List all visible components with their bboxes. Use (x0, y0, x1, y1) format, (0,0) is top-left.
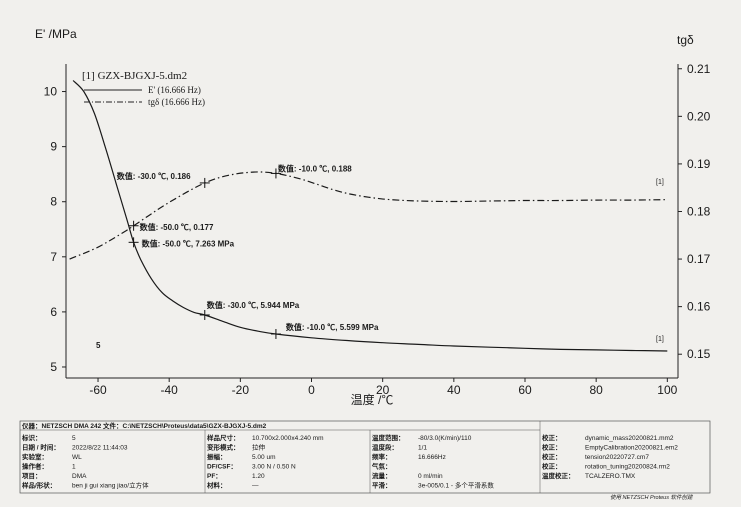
x-tick-label: 40 (447, 383, 461, 397)
info-key: DF/CSF： (207, 464, 237, 471)
y-left-tick-label: 5 (50, 360, 57, 374)
x-tick-label: 100 (657, 383, 677, 397)
y-right-tick-label: 0.17 (687, 252, 711, 266)
info-table: 仪器：NETZSCH DMA 242 文件：C:\NETZSCH\Proteus… (19, 420, 711, 501)
info-value: DMA (72, 473, 87, 480)
info-value: 5 (72, 435, 76, 442)
info-value: 2022/8/22 11:44:03 (72, 445, 128, 452)
annotation-label: 数值: -30.0 ℃, 0.186 (117, 171, 191, 181)
info-table-frame (19, 420, 711, 494)
y-right-tick-label: 0.19 (687, 157, 711, 171)
left-axis-label: E' /MPa (35, 27, 77, 41)
x-tick-label: 80 (589, 383, 603, 397)
info-value: 1/1 (418, 445, 427, 452)
annotation-label: 数值: -50.0 ℃, 7.263 MPa (142, 238, 235, 248)
y-right-tick-label: 0.16 (687, 300, 711, 314)
info-instrument-row: 仪器：NETZSCH DMA 242 文件：C:\NETZSCH\Proteus… (21, 421, 267, 430)
info-key: 校正： (542, 452, 562, 461)
info-key: 材料： (206, 481, 227, 490)
info-key: 项目： (22, 471, 42, 480)
info-key: 校正： (542, 462, 562, 471)
x-tick-label: 60 (518, 383, 532, 397)
y-left-tick-label: 6 (50, 305, 57, 319)
y-right-tick-label: 0.18 (687, 204, 711, 218)
info-value: 5.00 um (252, 454, 276, 461)
info-key: 气氛： (371, 462, 392, 471)
x-tick-label: 20 (376, 383, 390, 397)
info-key: 样品尺寸： (207, 433, 240, 442)
info-value: EmptyCalibration20200821.em2 (585, 445, 678, 452)
series-e-modulus-line (72, 80, 668, 352)
end-marker-e: [1] (656, 336, 664, 343)
info-key: 校正： (542, 443, 562, 452)
info-key: 样品/形状： (22, 481, 56, 490)
info-value: 3.00 N / 0.50 N (252, 464, 296, 471)
annotation-label: 数值: -10.0 ℃, 5.599 MPa (286, 322, 379, 332)
y-right-tick-label: 0.15 (687, 347, 711, 361)
y-left-tick-label: 8 (50, 195, 57, 209)
info-key: 变形模式： (207, 443, 240, 452)
info-key: 操作者： (22, 462, 48, 471)
x-axis-label: 温度 /℃ (351, 392, 394, 407)
info-key: 温度范围： (372, 433, 405, 442)
info-value: — (252, 483, 259, 490)
info-value: 3e-005/0.1 - 多个平滑系数 (418, 481, 494, 490)
segment-label: 5 (96, 341, 101, 350)
info-value: 16.666Hz (418, 454, 446, 461)
info-value: TCALZERO.TMX (585, 473, 636, 480)
info-value: dynamic_mass20200821.mm2 (585, 435, 674, 442)
y-right-tick-label: 0.21 (687, 62, 711, 76)
end-marker-tgd: [1] (656, 179, 664, 186)
info-value: WL (72, 454, 82, 461)
info-value: -80/3.0(K/min)/110 (418, 435, 472, 442)
info-value: 1 (72, 464, 76, 471)
info-key: 流量： (372, 471, 392, 480)
axis-ticks: -60 -40 -20 0 20 40 60 80 100 5 6 7 8 9 10 0.15 0.16 0.17… (44, 62, 711, 397)
info-value: 拉伸 (252, 443, 266, 452)
info-key: 频率： (372, 452, 392, 461)
info-footer: 使用 NETZSCH Proteus 软件创建 (610, 494, 694, 501)
info-value: 10.700x2.000x4.240 mm (252, 435, 324, 442)
info-key: 实验室： (22, 452, 48, 461)
info-key: 平滑： (372, 481, 392, 490)
info-columns: 标识： 5 日期 / 时间： 2022/8/22 11:44:03 实验室： WL 操作者：… (21, 433, 678, 490)
info-key: 日期 / 时间： (22, 443, 60, 452)
y-right-tick-label: 0.20 (687, 109, 711, 123)
info-key: 温度段： (372, 443, 398, 452)
info-value: 1.20 (252, 473, 265, 480)
info-key: 振幅： (207, 452, 227, 461)
y-left-tick-label: 7 (50, 250, 57, 264)
info-value: ben ji gui xiang jiao/立方体 (72, 481, 149, 490)
x-tick-label: -20 (232, 383, 250, 397)
annotation-label: 数值: -50.0 ℃, 0.177 (140, 222, 214, 232)
info-key: PF： (207, 473, 222, 480)
info-value: tension20220727.cm7 (585, 454, 649, 461)
annotation-label: 数值: -30.0 ℃, 5.944 MPa (207, 300, 300, 310)
y-left-tick-label: 9 (50, 140, 57, 154)
x-tick-label: 0 (308, 383, 315, 397)
annotation-label: 数值: -10.0 ℃, 0.188 (278, 163, 352, 173)
legend-title: [1] GZX-BJGXJ-5.dm2 (82, 70, 187, 82)
y-left-tick-label: 10 (44, 85, 58, 99)
info-value: 0 ml/min (418, 473, 443, 480)
info-value: rotation_tuning20200824.rm2 (585, 464, 670, 471)
legend: [1] GZX-BJGXJ-5.dm2 E' (16.666 Hz) tgδ (… (82, 70, 205, 107)
x-tick-label: -40 (161, 383, 179, 397)
legend-entry-tgd: tgδ (16.666 Hz) (148, 97, 205, 107)
info-key: 温度校正： (542, 471, 575, 480)
right-axis-label: tgδ (677, 33, 694, 47)
info-key: 标识： (21, 433, 42, 442)
annotation-layer: 数值: -30.0 ℃, 0.186 数值: -10.0 ℃, 0.188 数值: … (117, 163, 379, 339)
info-key: 校正： (542, 433, 562, 442)
legend-entry-e: E' (16.666 Hz) (148, 85, 201, 95)
x-tick-label: -60 (89, 383, 107, 397)
